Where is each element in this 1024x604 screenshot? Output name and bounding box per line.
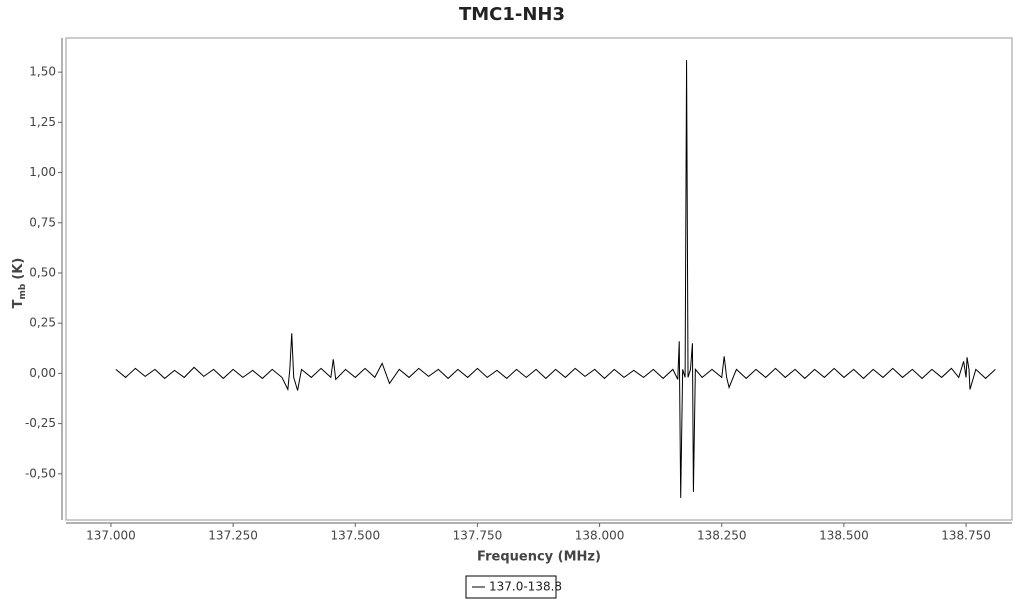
x-tick-label: 137.000 [86, 529, 136, 543]
x-tick-label: 138.500 [819, 529, 869, 543]
y-label-main: T [11, 299, 26, 308]
y-label-sub: mb [18, 283, 28, 299]
x-tick-label: 137.750 [453, 529, 503, 543]
y-tick-label: -0,50 [25, 466, 56, 480]
y-label-unit: (K) [11, 258, 26, 280]
y-tick-label: 0,25 [29, 316, 56, 330]
x-tick-label: 138.750 [941, 529, 991, 543]
y-tick-label: 1,25 [29, 115, 56, 129]
y-tick-label: 1,00 [29, 165, 56, 179]
y-axis-label: Tmb (K) [11, 258, 28, 309]
x-tick-label: 138.000 [575, 529, 625, 543]
y-tick-label: 0,75 [29, 215, 56, 229]
series-line [115, 60, 996, 498]
y-tick-label: 1,50 [29, 65, 56, 79]
x-tick-label: 138.250 [697, 529, 747, 543]
x-tick-label: 137.500 [330, 529, 380, 543]
y-tick-label: 0,50 [29, 265, 56, 279]
y-tick-label: -0,25 [25, 416, 56, 430]
legend-box [465, 575, 557, 599]
y-tick-label: 0,00 [29, 366, 56, 380]
x-axis-label: Frequency (MHz) [477, 550, 601, 565]
x-tick-label: 137.250 [208, 529, 258, 543]
plot-frame [65, 37, 1013, 521]
legend-label: 137.0-138.8 [489, 580, 562, 594]
chart-title: TMC1-NH3 [459, 4, 565, 25]
